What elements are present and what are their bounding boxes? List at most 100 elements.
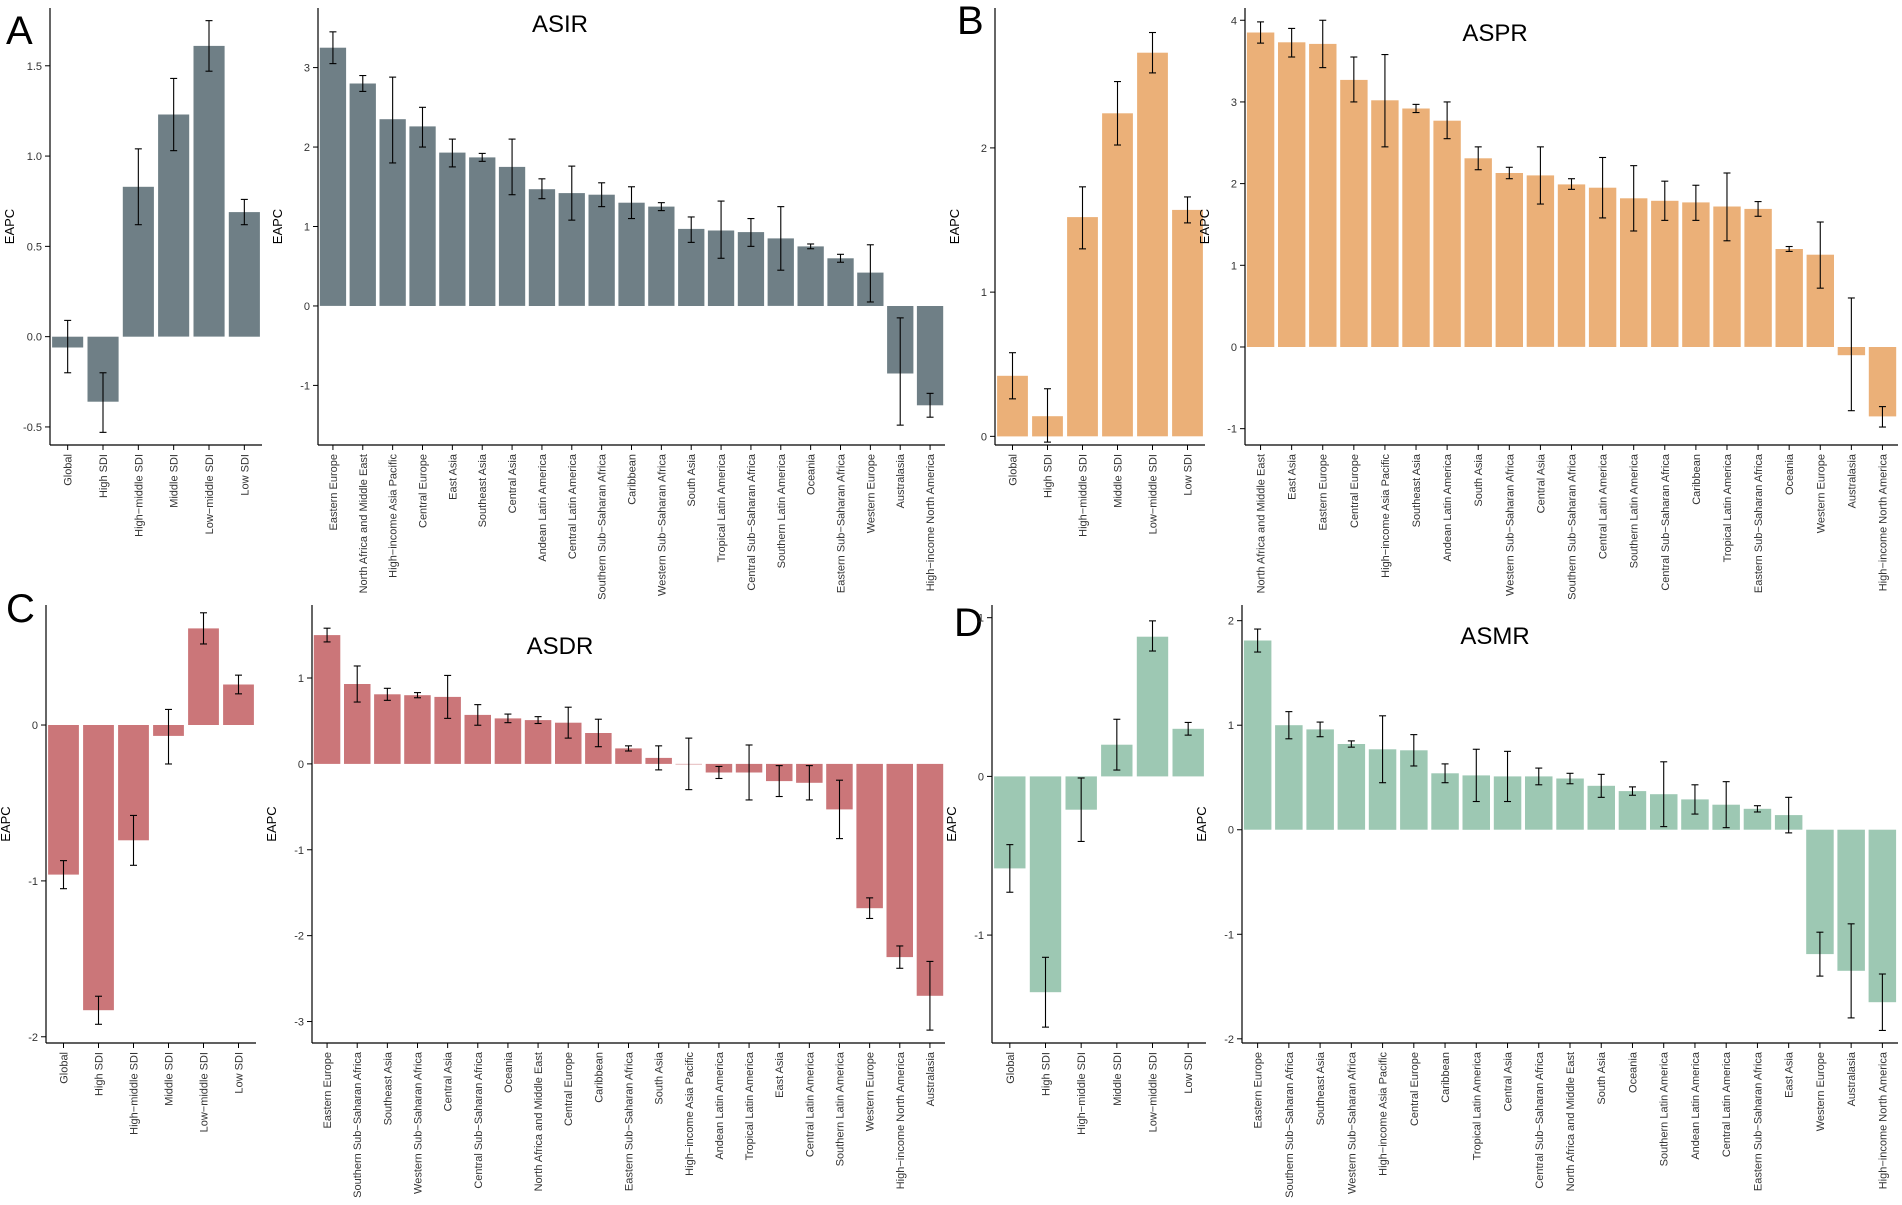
x-tick-label-7: Oceania xyxy=(503,1051,515,1093)
x-tick-label-6: Low SDI xyxy=(239,454,251,496)
bar-3 xyxy=(1309,43,1337,347)
x-tick-label-5: Low−middle SDI xyxy=(199,1052,211,1132)
y-tick-label-1: -2 xyxy=(1224,1034,1234,1046)
x-tick-label-2: High SDI xyxy=(98,454,110,498)
x-tick-label-20: High−income North America xyxy=(895,1051,907,1189)
x-tick-label-12: South Asia xyxy=(1596,1051,1608,1104)
x-tick-label-19: Western Europe xyxy=(865,1052,877,1131)
bar-19 xyxy=(856,763,883,909)
x-tick-label-3: High−middle SDI xyxy=(133,454,145,537)
x-tick-label-11: Southern Sub−Saharan Africa xyxy=(1567,453,1579,600)
x-tick-label-5: High−income Asia Pacific xyxy=(1380,454,1392,578)
y-tick-label-5: 1.5 xyxy=(27,61,42,73)
x-tick-label-5: Central Asia xyxy=(443,1051,455,1111)
x-tick-label-1: North Africa and Middle East xyxy=(1256,454,1268,593)
x-tick-label-2: East Asia xyxy=(1287,453,1299,500)
x-tick-label-20: Australasia xyxy=(895,453,907,508)
y-tick-label-2: 0 xyxy=(1231,342,1237,354)
bar-1 xyxy=(1246,32,1275,347)
y-tick-label-2: 0 xyxy=(978,771,984,783)
y-axis-label: EAPC xyxy=(0,806,13,841)
x-tick-label-12: Central Latin America xyxy=(1598,453,1610,559)
x-tick-label-10: Southern Sub−Saharan Africa xyxy=(597,453,609,600)
chart-A-sdi: -0.5 0.0 0.5 1.0 1.5 EAPC Global High SDI High−m… xyxy=(2,8,262,537)
y-tick-label-5: 2 xyxy=(1228,616,1234,628)
bar-5 xyxy=(1136,636,1169,777)
bar-14 xyxy=(1651,200,1679,347)
y-tick-label-1: -1 xyxy=(1227,424,1237,436)
bar-17 xyxy=(1744,208,1772,347)
x-tick-label-2: High SDI xyxy=(1043,454,1055,498)
bar-12 xyxy=(648,206,675,306)
bar-4 xyxy=(1340,79,1368,348)
x-tick-label-5: High−income Asia Pacific xyxy=(1378,1052,1390,1176)
chart-D-regions: -2 -1 0 1 2 EAPC Eastern Europe Southern Sub−Sa… xyxy=(1194,605,1898,1198)
x-tick-label-13: Oceania xyxy=(1627,1051,1639,1093)
x-tick-label-16: Central Latin America xyxy=(1721,1051,1733,1157)
bar-18 xyxy=(1775,249,1803,347)
bar-1 xyxy=(1243,640,1272,830)
bar-6 xyxy=(1172,728,1204,777)
x-tick-label-7: Central Asia xyxy=(507,453,519,513)
x-tick-label-11: Eastern Sub−Saharan Africa xyxy=(624,1051,636,1191)
bar-5 xyxy=(1137,52,1168,437)
y-tick-label-4: 1.0 xyxy=(27,151,42,163)
bar-4 xyxy=(158,114,190,337)
x-tick-label-5: Low−middle SDI xyxy=(1148,1052,1160,1132)
bar-10 xyxy=(588,194,615,306)
y-tick-label-4: 2 xyxy=(304,142,310,154)
x-tick-label-15: Central Sub−Saharan Africa xyxy=(746,453,758,591)
x-tick-label-3: High−middle SDI xyxy=(1076,1052,1088,1135)
bar-2 xyxy=(1278,42,1306,348)
y-tick-label-3: 0.5 xyxy=(27,241,42,253)
bar-6 xyxy=(469,157,496,306)
bar-20 xyxy=(886,763,913,958)
x-tick-label-3: Eastern Europe xyxy=(1318,454,1330,530)
x-tick-label-12: South Asia xyxy=(654,1051,666,1104)
bar-21 xyxy=(916,763,944,996)
x-tick-label-19: Western Europe xyxy=(1815,1052,1827,1131)
x-tick-label-1: Global xyxy=(59,1052,71,1084)
y-tick-label-5: 3 xyxy=(1231,97,1237,109)
y-tick-label-1: -0.5 xyxy=(23,422,42,434)
x-tick-label-6: Central Europe xyxy=(1409,1052,1421,1126)
y-axis-label: EAPC xyxy=(264,806,279,841)
x-tick-label-9: Central Asia xyxy=(1503,1051,1515,1111)
x-tick-label-9: Central Latin America xyxy=(567,453,579,559)
y-tick-label-3: -1 xyxy=(294,845,304,857)
x-tick-label-4: Western Sub−Saharan Africa xyxy=(413,1051,425,1194)
x-tick-label-16: Tropical Latin America xyxy=(1722,453,1734,562)
bar-6 xyxy=(228,212,260,337)
x-tick-label-21: High−income North America xyxy=(1877,453,1889,591)
y-axis-label: EAPC xyxy=(2,209,17,244)
x-tick-label-13: South Asia xyxy=(686,453,698,506)
x-tick-label-9: Central Europe xyxy=(563,1052,575,1126)
x-tick-label-18: East Asia xyxy=(1784,1051,1796,1098)
panel-label-b: B xyxy=(957,0,984,43)
y-tick-label-4: 2 xyxy=(1231,179,1237,191)
x-tick-label-8: Andean Latin America xyxy=(537,453,549,562)
x-tick-label-17: Oceania xyxy=(806,453,818,495)
x-tick-label-4: Middle SDI xyxy=(164,1052,176,1106)
x-tick-label-8: North Africa and Middle East xyxy=(533,1052,545,1191)
chart-B-sdi: 0 1 2 EAPC Global High SDI High−middle SDI Midd… xyxy=(947,8,1205,537)
chart-title: ASPR xyxy=(1462,20,1527,47)
y-tick-label-4: 0 xyxy=(298,759,304,771)
bar-7 xyxy=(1433,120,1461,347)
bar-1 xyxy=(319,47,347,306)
panel-label-a: A xyxy=(6,9,33,53)
x-tick-label-13: Southern Latin America xyxy=(1629,453,1641,568)
x-tick-label-1: Global xyxy=(1005,1052,1017,1084)
x-tick-label-5: Low−middle SDI xyxy=(1148,454,1160,534)
x-tick-label-1: Eastern Europe xyxy=(328,454,340,530)
bar-21 xyxy=(1868,347,1897,417)
x-tick-label-8: South Asia xyxy=(1473,453,1485,506)
bar-17 xyxy=(797,246,824,306)
x-tick-label-18: Oceania xyxy=(1784,453,1796,495)
bar-4 xyxy=(1102,113,1133,437)
x-tick-label-21: Australasia xyxy=(925,1051,937,1106)
bar-3 xyxy=(1067,217,1098,437)
x-tick-label-2: Southern Sub−Saharan Africa xyxy=(1284,1051,1296,1198)
